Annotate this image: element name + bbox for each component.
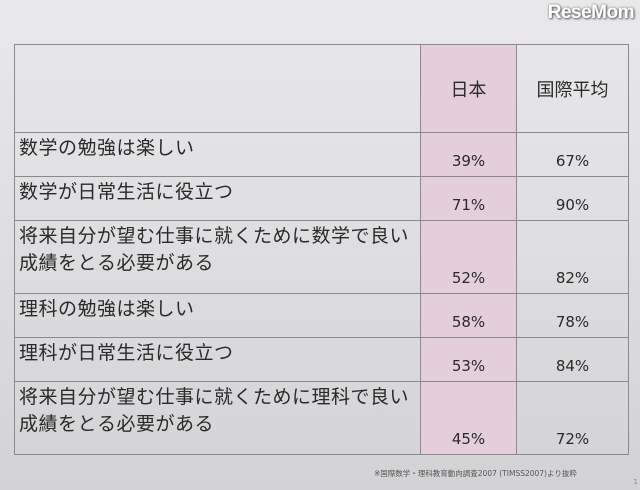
source-footnote: ※国際数学・理科教育動向調査2007 (TIMSS2007)より抜粋 <box>374 469 577 478</box>
international-value: 90% <box>516 176 629 221</box>
table-row: 将来自分が望む仕事に就くために数学で良い成績をとる必要がある 52% 82% <box>14 220 629 294</box>
row-label: 数学が日常生活に役立つ <box>14 176 421 221</box>
table-row: 数学が日常生活に役立つ 71% 90% <box>14 176 629 221</box>
table-row: 理科が日常生活に役立つ 53% 84% <box>14 337 629 382</box>
japan-value: 52% <box>420 220 517 294</box>
japan-value: 53% <box>420 337 517 382</box>
row-label: 理科が日常生活に役立つ <box>14 337 421 382</box>
row-label: 数学の勉強は楽しい <box>14 132 421 177</box>
japan-value: 58% <box>420 293 517 338</box>
header-label-cell <box>14 44 421 133</box>
row-label: 理科の勉強は楽しい <box>14 293 421 338</box>
table-row: 理科の勉強は楽しい 58% 78% <box>14 293 629 338</box>
japan-value: 39% <box>420 132 517 177</box>
japan-value: 45% <box>420 381 517 455</box>
row-label: 将来自分が望む仕事に就くために理科で良い成績をとる必要がある <box>14 381 421 455</box>
page-number: 1 <box>633 478 638 486</box>
international-value: 82% <box>516 220 629 294</box>
international-value: 67% <box>516 132 629 177</box>
row-label: 将来自分が望む仕事に就くために数学で良い成績をとる必要がある <box>14 220 421 294</box>
japan-value: 71% <box>420 176 517 221</box>
header-international-average: 国際平均 <box>516 44 629 133</box>
table-header-row: 日本 国際平均 <box>14 44 629 133</box>
international-value: 84% <box>516 337 629 382</box>
resemom-watermark: ReseMom <box>547 2 635 23</box>
table-row: 数学の勉強は楽しい 39% 67% <box>14 132 629 177</box>
table-row: 将来自分が望む仕事に就くために理科で良い成績をとる必要がある 45% 72% <box>14 381 629 455</box>
international-value: 78% <box>516 293 629 338</box>
header-japan: 日本 <box>420 44 517 133</box>
international-value: 72% <box>516 381 629 455</box>
survey-results-table: 日本 国際平均 数学の勉強は楽しい 39% 67% 数学が日常生活に役立つ 71… <box>14 44 629 455</box>
